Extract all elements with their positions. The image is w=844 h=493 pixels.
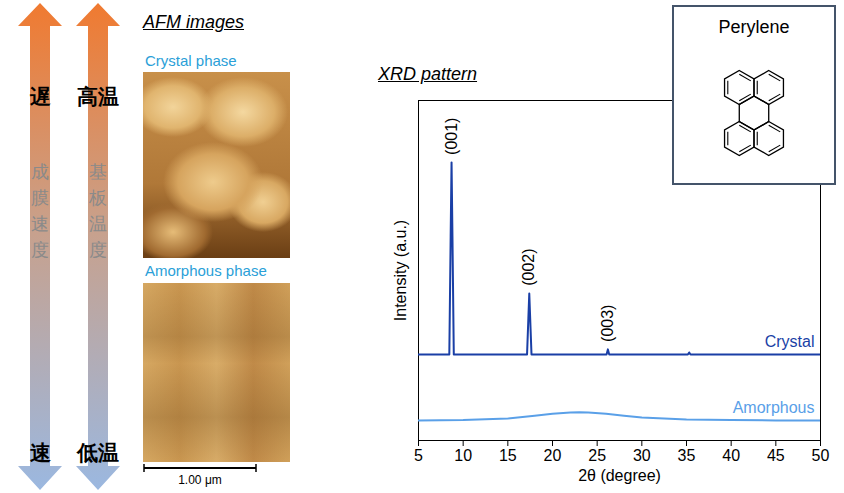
svg-text:45: 45 (767, 447, 785, 464)
svg-text:板: 板 (88, 188, 107, 208)
svg-text:度: 度 (89, 240, 107, 260)
svg-text:15: 15 (499, 447, 517, 464)
html-text:XRD pattern: XRD pattern (378, 64, 477, 84)
svg-text:Amorphous: Amorphous (733, 399, 815, 416)
svg-text:度: 度 (31, 240, 49, 260)
svg-text:35: 35 (678, 447, 696, 464)
svg-text:30: 30 (633, 447, 651, 464)
svg-text:40: 40 (722, 447, 740, 464)
svg-text:膜: 膜 (31, 188, 49, 208)
html-text:Crystal phase: Crystal phase (145, 52, 237, 69)
svg-text:(002): (002) (520, 248, 537, 285)
svg-text:高温: 高温 (77, 85, 119, 108)
html-text:Amorphous phase: Amorphous phase (145, 262, 267, 279)
svg-text:2θ (degree): 2θ (degree) (578, 467, 661, 484)
svg-text:低温: 低温 (76, 441, 119, 464)
html-text:AFM images: AFM images (143, 12, 244, 32)
svg-text:25: 25 (588, 447, 606, 464)
svg-text:10: 10 (454, 447, 472, 464)
svg-text:(003): (003) (599, 305, 616, 342)
svg-text:温: 温 (89, 214, 107, 234)
svg-text:基: 基 (89, 162, 107, 182)
svg-text:成: 成 (31, 162, 49, 182)
svg-text:(001): (001) (443, 118, 460, 155)
svg-text:Crystal: Crystal (765, 333, 815, 350)
svg-text:Perylene: Perylene (718, 17, 789, 37)
svg-text:20: 20 (544, 447, 562, 464)
svg-text:50: 50 (812, 447, 830, 464)
svg-text:5: 5 (414, 447, 423, 464)
svg-text:速: 速 (30, 441, 51, 464)
svg-text:遅: 遅 (29, 85, 51, 108)
svg-text:Intensity (a.u.): Intensity (a.u.) (392, 220, 409, 321)
svg-text:1.00 μm: 1.00 μm (178, 473, 222, 487)
svg-text:速: 速 (31, 214, 49, 234)
